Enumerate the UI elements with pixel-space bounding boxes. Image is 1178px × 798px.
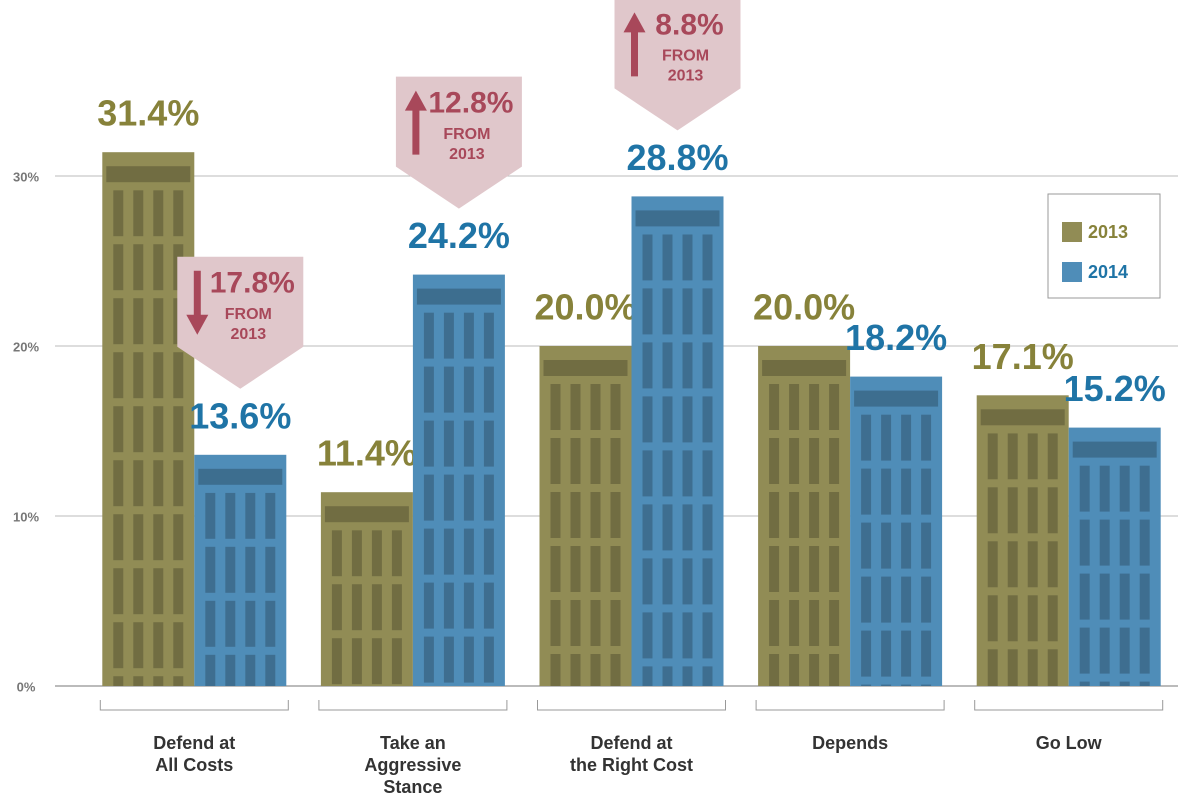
windows — [418, 312, 499, 686]
x-tick-label: Defend at All Costs — [153, 733, 236, 775]
window-grid — [108, 190, 189, 686]
window-grid — [545, 384, 626, 686]
category-bracket — [318, 700, 508, 711]
roof-band — [980, 409, 1065, 426]
value-label: 17.1% — [972, 336, 1074, 377]
y-tick-label: 10% — [13, 509, 39, 524]
category-bracket — [537, 700, 726, 711]
annotation-shape — [395, 76, 522, 209]
value-label: 13.6% — [189, 395, 291, 436]
windows — [326, 530, 407, 686]
y-tick-label: 0% — [17, 679, 36, 694]
annotation-value: 12.8% — [428, 87, 513, 120]
window-grid — [1074, 465, 1155, 686]
window-grid — [200, 492, 281, 686]
window-grid — [856, 414, 937, 686]
roof-band — [324, 506, 409, 523]
annotation-arrowhead — [623, 12, 646, 33]
annotation-note: FROM — [443, 126, 490, 143]
legend-label: 2014 — [1088, 262, 1128, 282]
annotation: 12.8% FROM 2013 — [395, 76, 522, 209]
roof-band — [1072, 441, 1157, 458]
window-grid — [982, 433, 1063, 686]
windows — [200, 492, 281, 686]
annotation: 8.8% FROM 2013 — [614, 0, 741, 131]
windows — [108, 190, 189, 686]
annotation: 17.8% FROM 2013 — [177, 256, 304, 389]
legend-box — [1047, 193, 1161, 299]
annotation-note: 2013 — [449, 146, 485, 163]
category-bracket — [755, 700, 945, 711]
y-tick-label: 30% — [13, 169, 39, 184]
value-label: 15.2% — [1064, 368, 1166, 409]
x-tick-label: Go Low — [1035, 733, 1102, 753]
legend: 2013 2014 — [1047, 193, 1161, 299]
annotation-note: FROM — [225, 306, 272, 323]
roof-band — [854, 390, 939, 407]
x-tick-label: Take an Aggressive Stance — [364, 733, 462, 797]
legend-label: 2013 — [1088, 222, 1128, 242]
window-grid — [418, 312, 499, 686]
annotation-value: 8.8% — [655, 8, 723, 41]
windows — [982, 433, 1063, 686]
value-label: 20.0% — [534, 287, 636, 328]
value-label: 11.4% — [317, 433, 417, 474]
roof-band — [762, 360, 847, 376]
roof-band — [635, 210, 720, 227]
x-tick-label: Depends — [812, 733, 889, 753]
window-grid — [764, 384, 845, 686]
annotation-shape — [177, 256, 304, 389]
windows — [856, 414, 937, 686]
windows — [545, 384, 626, 686]
annotation-value: 17.8% — [210, 267, 295, 300]
category-bracket — [974, 700, 1164, 711]
windows — [764, 384, 845, 686]
y-tick-label: 20% — [13, 339, 39, 354]
window-grid — [326, 530, 407, 686]
value-label: 28.8% — [626, 137, 728, 178]
windows — [1074, 465, 1155, 686]
value-label: 18.2% — [845, 317, 947, 358]
value-label: 24.2% — [408, 215, 510, 256]
annotation-arrowhead — [186, 314, 209, 335]
value-label: 20.0% — [753, 287, 855, 328]
value-label: 31.4% — [97, 93, 199, 134]
legend-swatch — [1062, 262, 1082, 282]
annotation-note: 2013 — [231, 326, 267, 343]
annotation-shape — [614, 0, 741, 131]
annotation-note: FROM — [662, 48, 709, 65]
windows — [637, 234, 718, 686]
annotation-note: 2013 — [668, 68, 704, 85]
category-bracket — [99, 700, 289, 711]
x-tick-label: Defend at the Right Cost — [570, 733, 693, 775]
window-grid — [637, 234, 718, 686]
annotation-arrowhead — [404, 90, 427, 111]
roof-band — [416, 288, 501, 305]
roof-band — [198, 468, 283, 485]
roof-band — [106, 166, 191, 183]
roof-band — [543, 360, 628, 376]
legend-swatch — [1062, 222, 1082, 242]
